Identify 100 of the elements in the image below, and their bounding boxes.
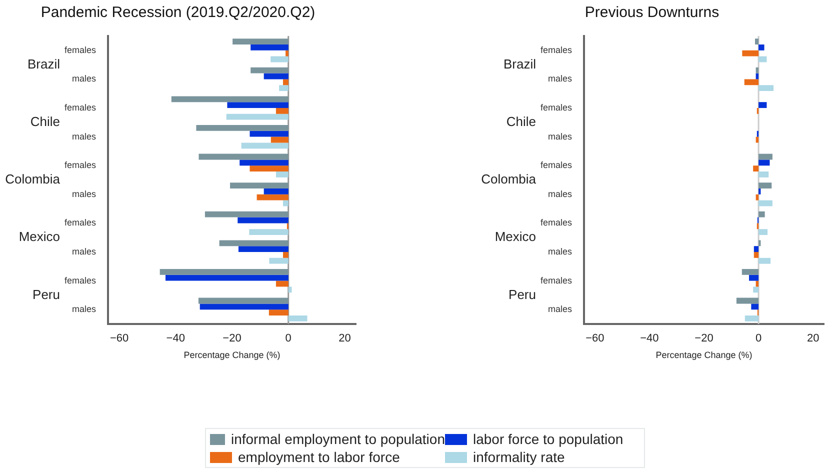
y-tick-label: males (72, 246, 96, 256)
y-tick-label: females (540, 160, 572, 170)
bar (749, 274, 759, 281)
bar (753, 286, 759, 293)
bar (758, 229, 768, 236)
bar (758, 258, 771, 264)
bar (283, 252, 288, 258)
bar (755, 38, 759, 44)
y-tick-label: females (64, 275, 96, 286)
legend-label: labor force to population (473, 431, 624, 447)
y-tick-label: females (64, 160, 96, 170)
y-tick-label: females (64, 44, 96, 55)
bar (758, 200, 772, 206)
y-tick-label: males (72, 131, 96, 142)
y-tick-label: males (72, 188, 96, 199)
bar (736, 298, 759, 304)
bar (288, 286, 292, 293)
bar (196, 124, 288, 131)
y-tick-label: females (540, 275, 572, 286)
chart-title: Previous Downturns (584, 4, 720, 22)
bar (283, 79, 288, 86)
y-tick-label: females (540, 102, 572, 112)
bar (204, 211, 288, 218)
bar (227, 102, 288, 108)
bar (756, 67, 759, 74)
text: Peru (508, 286, 536, 302)
bar (238, 217, 288, 224)
bar (250, 67, 288, 74)
bar (744, 316, 759, 322)
text: Colombia (5, 172, 61, 187)
bar (198, 298, 288, 304)
y-tick-label: males (548, 74, 572, 84)
bar (751, 304, 759, 310)
bar (754, 252, 759, 258)
y-tick-label: males (548, 304, 572, 314)
bar (758, 182, 772, 188)
bar (753, 166, 759, 172)
bar (250, 44, 288, 50)
bar (758, 160, 770, 166)
x-tick-label: −60 (110, 332, 129, 345)
legend-label: employment to labor force (238, 449, 400, 465)
x-tick-label: −60 (586, 332, 604, 345)
bar (264, 73, 288, 80)
bar (198, 154, 288, 160)
bar (160, 268, 288, 275)
x-tick-label: −20 (222, 332, 242, 345)
bar (241, 142, 288, 149)
bar (171, 96, 288, 102)
bar (219, 240, 288, 246)
y-tick-label: females (64, 218, 96, 228)
bar (758, 44, 764, 50)
bar (269, 258, 288, 264)
x-tick-label: −20 (694, 332, 714, 345)
y-tick-label: females (540, 218, 572, 228)
bar (230, 182, 288, 188)
bar (270, 56, 288, 62)
bar (250, 166, 288, 172)
x-tick-label: 0 (285, 332, 292, 345)
bar (758, 56, 767, 62)
x-tick-label: 20 (806, 332, 820, 345)
bar (744, 79, 759, 86)
text: Peru (32, 286, 60, 302)
y-tick-label: males (548, 246, 572, 256)
legend-label: informality rate (473, 449, 565, 465)
bar (256, 194, 288, 200)
bar (288, 316, 308, 322)
bar (756, 194, 759, 200)
text: Mexico (18, 229, 60, 244)
bar (758, 154, 772, 160)
y-tick-label: males (72, 74, 96, 84)
bar (226, 114, 288, 120)
bar (758, 102, 767, 108)
bar (264, 188, 288, 194)
bar (279, 85, 288, 92)
y-tick-label: males (548, 131, 572, 142)
bar (165, 274, 288, 281)
y-tick-label: females (64, 102, 96, 112)
chart-title: Pandemic Recession (2019.Q2/2020.Q2) (40, 4, 316, 22)
y-tick-label: females (540, 44, 572, 55)
text: Mexico (494, 229, 536, 244)
bar (754, 246, 759, 252)
bar (238, 246, 288, 252)
bar (249, 229, 288, 236)
text: Brazil (503, 56, 536, 72)
bar (240, 160, 288, 166)
text: Colombia (481, 172, 537, 187)
bar (276, 280, 288, 287)
x-tick-label: 0 (755, 332, 762, 345)
x-axis-title: Percentage Change (%) (656, 350, 752, 360)
bar (283, 200, 288, 206)
x-tick-label: −40 (640, 332, 659, 345)
bar (758, 172, 769, 178)
x-tick-label: 20 (338, 332, 351, 345)
bar (758, 211, 765, 218)
bar (250, 130, 288, 137)
bar (742, 50, 759, 56)
bar (286, 50, 288, 56)
y-tick-label: males (72, 304, 96, 314)
text: Brazil (27, 56, 60, 72)
legend-label: informal employment to population (230, 431, 445, 447)
